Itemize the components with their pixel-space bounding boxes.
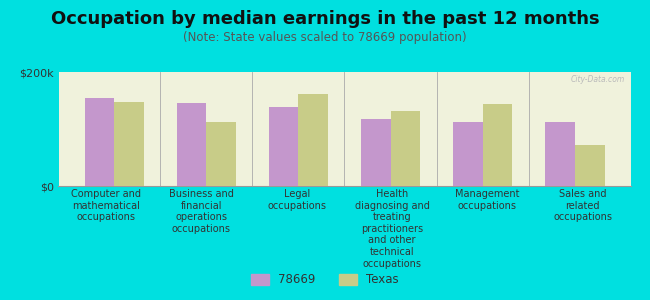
Bar [361, 119, 391, 186]
Bar [114, 102, 144, 186]
Bar [545, 122, 575, 186]
Bar [298, 94, 328, 186]
Text: City-Data.com: City-Data.com [571, 75, 625, 84]
Text: Occupation by median earnings in the past 12 months: Occupation by median earnings in the pas… [51, 11, 599, 28]
Text: Business and
financial
operations
occupations: Business and financial operations occupa… [169, 189, 234, 234]
Text: Sales and
related
occupations: Sales and related occupations [553, 189, 612, 222]
Bar [177, 103, 206, 186]
Bar [84, 98, 114, 186]
Legend: 78669, Texas: 78669, Texas [246, 269, 404, 291]
Bar [483, 104, 512, 186]
Bar [391, 111, 420, 186]
Bar [453, 122, 483, 186]
Text: Legal
occupations: Legal occupations [267, 189, 326, 211]
Bar [206, 122, 236, 186]
Text: Health
diagnosing and
treating
practitioners
and other
technical
occupations: Health diagnosing and treating practitio… [355, 189, 430, 268]
Bar [269, 107, 298, 186]
Text: (Note: State values scaled to 78669 population): (Note: State values scaled to 78669 popu… [183, 32, 467, 44]
Text: Management
occupations: Management occupations [455, 189, 520, 211]
Text: Computer and
mathematical
occupations: Computer and mathematical occupations [71, 189, 141, 222]
Bar [575, 145, 604, 186]
